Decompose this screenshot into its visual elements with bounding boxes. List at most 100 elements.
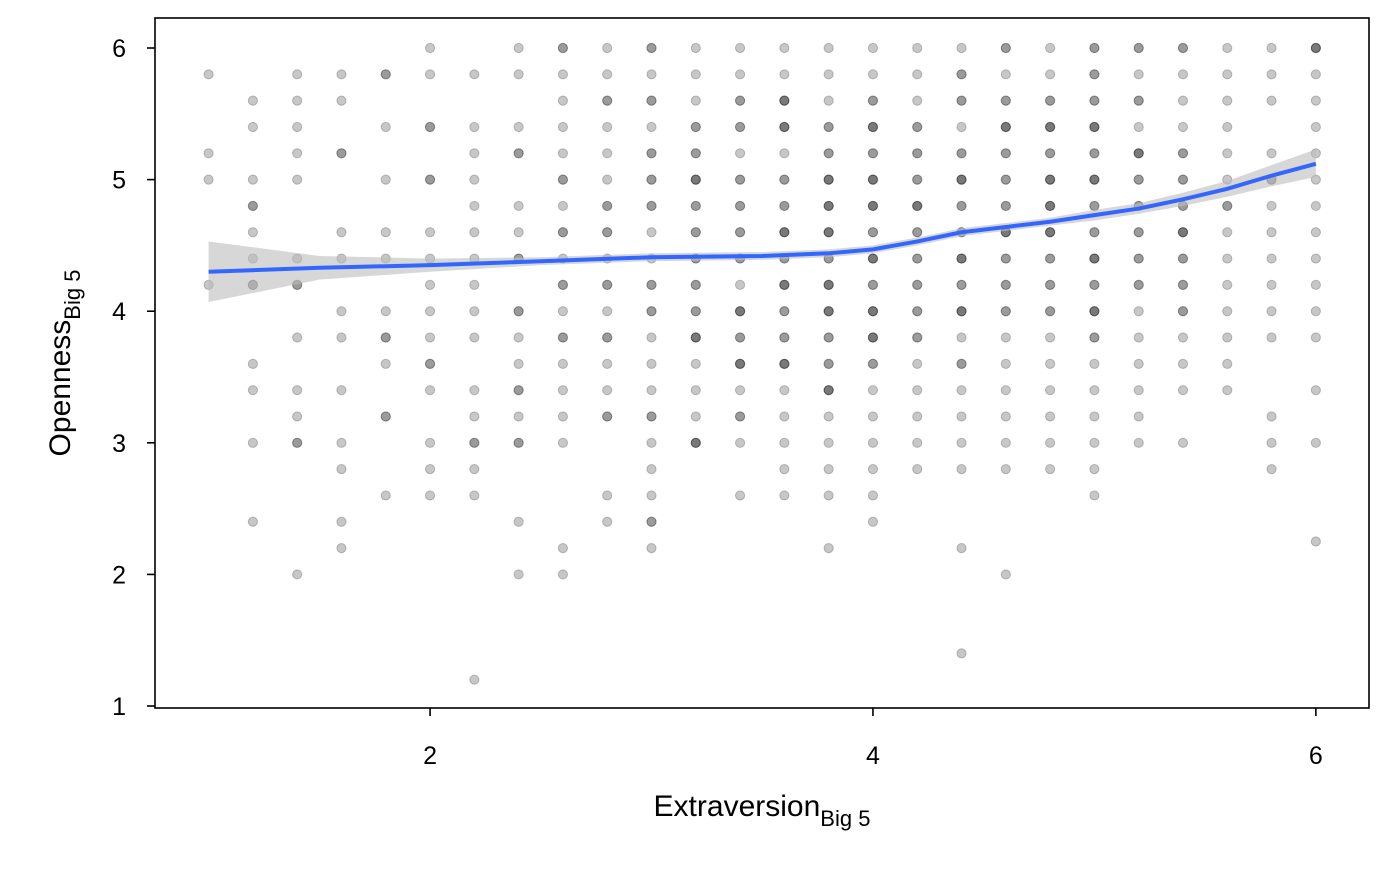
point	[1310, 95, 1321, 106]
point	[1266, 42, 1277, 54]
x-tick-label: 6	[1309, 742, 1323, 770]
point	[690, 121, 701, 133]
point	[734, 306, 746, 317]
point	[646, 306, 657, 317]
point	[779, 227, 790, 238]
point	[956, 200, 967, 212]
point	[602, 358, 613, 369]
point	[779, 437, 790, 448]
point	[956, 253, 967, 264]
point	[336, 543, 347, 554]
point	[602, 306, 613, 317]
point	[1000, 253, 1011, 264]
point	[823, 200, 834, 212]
point	[1089, 174, 1100, 185]
point	[690, 200, 701, 212]
point	[646, 42, 657, 54]
point	[734, 121, 746, 133]
point	[1177, 227, 1189, 238]
point	[867, 437, 879, 448]
point	[867, 200, 879, 212]
point	[1045, 121, 1056, 133]
point	[469, 121, 480, 133]
point	[424, 437, 436, 448]
point	[1133, 95, 1144, 106]
point	[956, 306, 967, 317]
point	[646, 464, 657, 475]
point	[912, 174, 923, 185]
point	[1089, 279, 1100, 290]
point	[1045, 227, 1056, 238]
y-tick-label: 6	[112, 35, 126, 63]
point	[557, 279, 569, 290]
point	[690, 306, 701, 317]
point	[380, 69, 391, 80]
point	[779, 69, 790, 80]
point	[513, 148, 524, 159]
point	[1045, 227, 1056, 238]
point	[557, 148, 569, 159]
point	[823, 227, 834, 238]
point	[1045, 174, 1056, 185]
point	[867, 121, 879, 133]
point	[1222, 200, 1233, 212]
point	[646, 42, 657, 54]
point	[1045, 437, 1056, 448]
point	[1222, 69, 1233, 80]
point	[779, 174, 790, 185]
point	[690, 148, 701, 159]
point	[734, 385, 746, 396]
point	[867, 95, 879, 106]
point	[823, 385, 834, 396]
point	[1089, 174, 1100, 185]
point	[602, 227, 613, 238]
point	[1000, 121, 1011, 133]
point	[1177, 253, 1189, 264]
point	[823, 42, 834, 54]
point	[1310, 332, 1321, 343]
point	[1133, 411, 1144, 422]
point	[646, 543, 657, 554]
point	[823, 385, 834, 396]
point	[690, 385, 701, 396]
point	[557, 227, 569, 238]
point	[646, 279, 657, 290]
point	[1222, 385, 1233, 396]
point	[956, 279, 967, 290]
point	[1045, 200, 1056, 212]
point	[336, 437, 347, 448]
point	[513, 358, 524, 369]
point	[690, 306, 701, 317]
point	[1266, 411, 1277, 422]
point	[336, 306, 347, 317]
point	[1089, 437, 1100, 448]
point	[1089, 332, 1100, 343]
point	[1266, 253, 1277, 264]
point	[1089, 279, 1100, 290]
point	[690, 174, 701, 185]
point	[779, 95, 790, 106]
point	[424, 121, 436, 133]
y-axis-title: OpennessBig 5	[44, 270, 85, 457]
point	[513, 569, 524, 580]
point	[513, 200, 524, 212]
point	[1177, 174, 1189, 185]
point	[867, 69, 879, 80]
point	[912, 332, 923, 343]
point	[734, 174, 746, 185]
point	[690, 279, 701, 290]
point	[1133, 306, 1144, 317]
point	[734, 332, 746, 343]
point	[1089, 358, 1100, 369]
point	[1310, 306, 1321, 317]
point	[557, 569, 569, 580]
point	[1266, 200, 1277, 212]
point	[956, 543, 967, 554]
point	[1310, 385, 1321, 396]
point	[469, 306, 480, 317]
point	[602, 200, 613, 212]
point	[734, 306, 746, 317]
point	[1133, 227, 1144, 238]
point	[557, 279, 569, 290]
point	[1222, 95, 1233, 106]
